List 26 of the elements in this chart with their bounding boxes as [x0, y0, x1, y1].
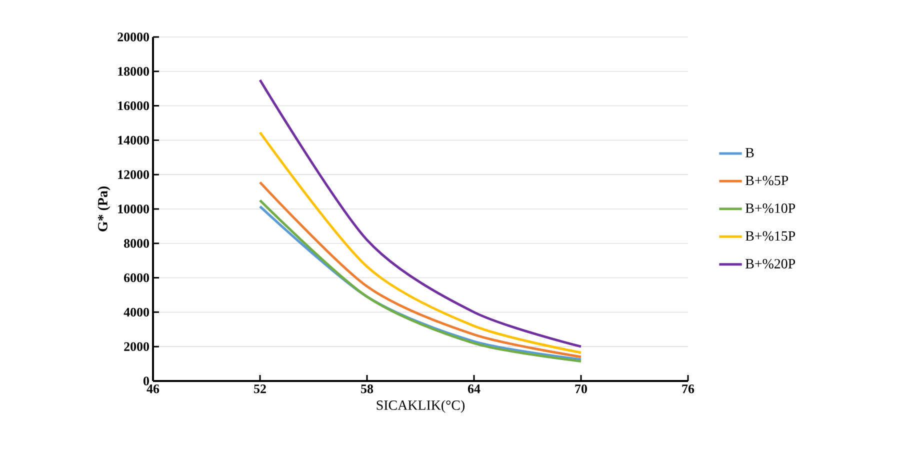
legend-label: B+%15P: [746, 231, 796, 241]
y-tick-label: 0: [144, 376, 149, 386]
y-tick-label: 16000: [118, 101, 149, 110]
y-tick-label: 14000: [118, 136, 149, 145]
y-tick-label: 8000: [124, 239, 149, 248]
x-tick-label: 70: [575, 384, 587, 394]
legend-label: B+%20P: [746, 259, 796, 268]
y-tick-label: 2000: [124, 342, 149, 351]
legend-label: B: [746, 148, 754, 158]
y-tick-label: 4000: [124, 308, 149, 317]
y-tick-label: 6000: [124, 273, 149, 282]
y-axis-title: G* (Pa): [98, 186, 110, 232]
x-axis-title: SICAKLIK(°C): [376, 400, 465, 413]
x-tick-label: 76: [682, 384, 694, 394]
x-tick-label: 46: [146, 384, 160, 394]
y-tick-label: 20000: [118, 32, 149, 42]
line-series: [258, 78, 582, 348]
y-tick-label: 12000: [118, 170, 149, 179]
legend-label: B+%10P: [746, 204, 796, 213]
legend-label: B+%5P: [746, 176, 788, 186]
x-tick-label: 58: [361, 384, 374, 394]
y-tick-label: 10000: [118, 204, 149, 214]
line-series: [258, 131, 582, 354]
x-tick-label: 52: [254, 384, 266, 394]
x-tick-label: 64: [468, 384, 480, 394]
y-tick-label: 18000: [118, 67, 149, 76]
